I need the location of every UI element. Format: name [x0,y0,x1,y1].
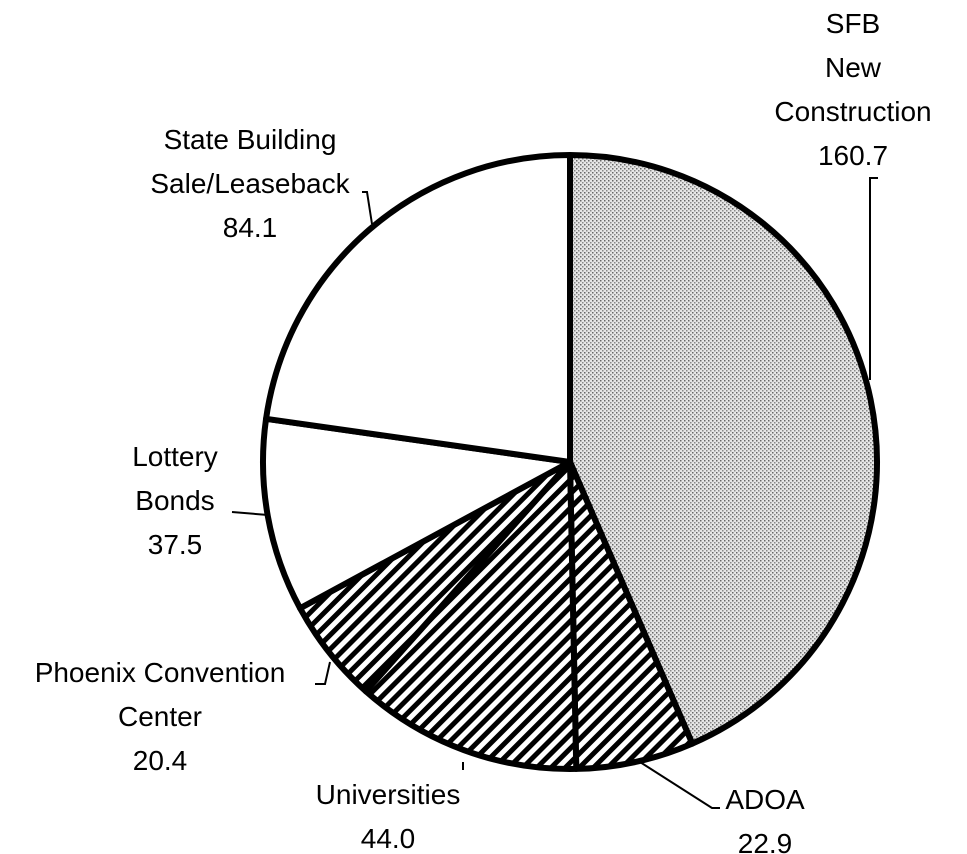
slice-value: 44.0 [360,823,416,854]
slice-label: Lottery Bonds 37.5 [132,435,218,567]
leader-line [869,177,878,380]
slice-name: Phoenix Convention Center [34,657,286,732]
pie-slice [263,152,573,465]
slice-name: ADOA [725,784,805,815]
slice-value: 84.1 [222,212,278,243]
slice-name: Universities [315,779,461,810]
pie-slice [260,415,573,612]
slice-label: Universities 44.0 [316,773,461,854]
slice-name: Lottery Bonds [132,441,218,516]
slice-value: 20.4 [132,745,188,776]
slice-value: 160.7 [817,140,889,171]
slice-label: ADOA 22.9 [725,778,804,854]
pie-slice [567,152,880,747]
slice-name: SFB New Construction [774,8,932,127]
slice-name: State Building Sale/Leaseback [150,124,350,199]
slice-value: 37.5 [147,529,203,560]
leader-line [362,191,373,225]
slice-value: 22.9 [737,828,793,854]
leader-line [315,661,331,685]
slice-label: SFB New Construction 160.7 [774,2,931,178]
leader-line [231,511,269,516]
leader-lines [231,177,878,809]
slice-label: State Building Sale/Leaseback 84.1 [150,118,349,250]
slice-label: Phoenix Convention Center 20.4 [35,651,286,783]
leader-line [639,761,720,809]
pie-slice [362,459,580,772]
